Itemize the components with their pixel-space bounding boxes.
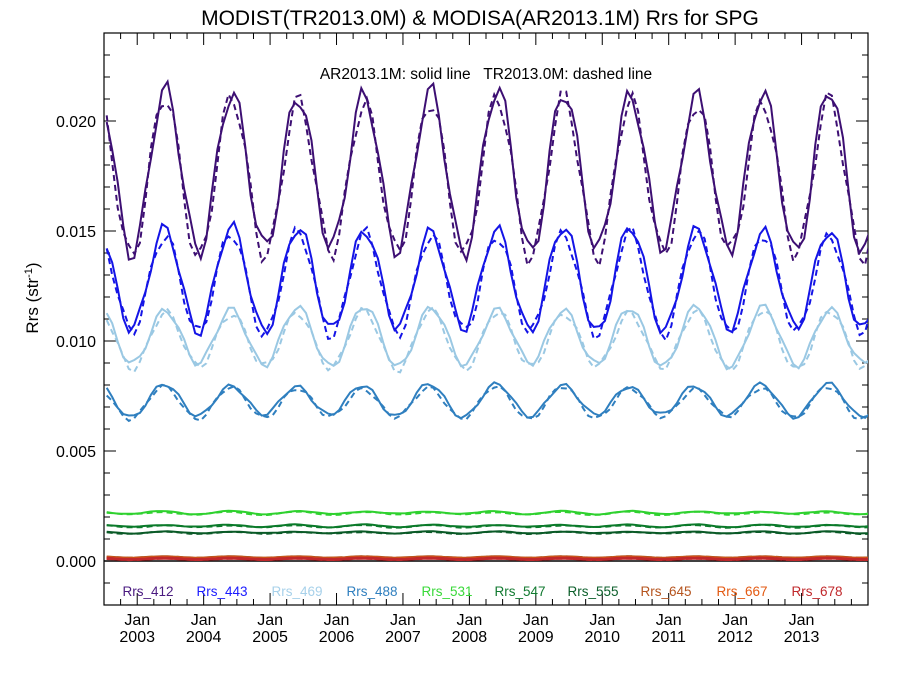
x-tick-label-month: Jan	[257, 612, 283, 629]
series-line-Rrs_488-solid	[105, 381, 868, 420]
y-axis-label: Rrs (str-1)	[23, 262, 42, 333]
series-line-Rrs_555-solid	[106, 530, 868, 535]
series-lines	[105, 78, 868, 562]
y-tick-label: 0.015	[56, 224, 96, 241]
y-tick-label: 0.020	[56, 114, 96, 131]
y-axis-label-close: )	[23, 262, 42, 268]
x-tick-label-month: Jan	[656, 612, 682, 629]
x-tick-label-year: 2009	[518, 629, 554, 646]
y-axis-label-superscript: -1	[23, 268, 35, 278]
legend-entry-Rrs_531: Rrs_531	[421, 584, 472, 599]
y-tick-label: 0.005	[56, 444, 96, 461]
series-line-Rrs_547-solid	[106, 523, 868, 529]
y-axis-label-main: Rrs (str	[23, 278, 42, 334]
x-tick-label-year: 2012	[717, 629, 753, 646]
x-tick-label-month: Jan	[523, 612, 549, 629]
x-tick-label-month: Jan	[390, 612, 416, 629]
x-tick-label-year: 2010	[584, 629, 620, 646]
svg-text:Rrs (str-1): Rrs (str-1)	[23, 262, 42, 333]
series-line-Rrs_531-solid	[106, 509, 868, 516]
x-tick-label-month: Jan	[191, 612, 217, 629]
legend-entry-Rrs_555: Rrs_555	[567, 584, 618, 599]
legend-entry-Rrs_678: Rrs_678	[791, 584, 842, 599]
x-tick-label-year: 2003	[119, 629, 155, 646]
x-tick-label-year: 2004	[186, 629, 222, 646]
x-tick-label-month: Jan	[456, 612, 482, 629]
series-line-Rrs_469-solid	[105, 303, 868, 371]
x-tick-label-year: 2011	[651, 629, 686, 646]
x-tick-label-year: 2007	[385, 629, 421, 646]
series-line-Rrs_412-dashed	[105, 89, 868, 269]
series-line-Rrs_443-solid	[105, 219, 868, 338]
series-line-Rrs_469-dashed	[105, 305, 868, 374]
plot-area: 0.0000.0050.0100.0150.020Jan2003Jan2004J…	[56, 32, 869, 646]
x-tick-label-month: Jan	[124, 612, 150, 629]
x-tick-label-year: 2008	[452, 629, 488, 646]
x-tick-label-year: 2013	[784, 629, 820, 646]
x-tick-label-month: Jan	[722, 612, 748, 629]
series-line-Rrs_531-dashed	[106, 510, 868, 517]
legend-entry-Rrs_547: Rrs_547	[494, 584, 545, 599]
x-tick-label-year: 2006	[319, 629, 355, 646]
x-tick-label-month: Jan	[789, 612, 815, 629]
legend-entry-Rrs_667: Rrs_667	[716, 584, 767, 599]
line-style-annotation: AR2013.1M: solid line TR2013.0M: dashed …	[320, 66, 652, 83]
legend-entry-Rrs_443: Rrs_443	[196, 584, 247, 599]
y-tick-label: 0.000	[56, 554, 96, 571]
x-tick-label-year: 2005	[252, 629, 288, 646]
series-line-Rrs_678-solid	[106, 556, 868, 562]
legend-entry-Rrs_412: Rrs_412	[122, 584, 173, 599]
legend-entry-Rrs_488: Rrs_488	[346, 584, 397, 599]
legend-entry-Rrs_645: Rrs_645	[640, 584, 691, 599]
legend-entry-Rrs_469: Rrs_469	[271, 584, 322, 599]
y-tick-label: 0.010	[56, 334, 96, 351]
series-line-Rrs_488-dashed	[105, 384, 868, 423]
series-line-Rrs_443-dashed	[105, 225, 868, 343]
chart-title: MODIST(TR2013.0M) & MODISA(AR2013.1M) Rr…	[201, 7, 759, 30]
x-tick-label-month: Jan	[589, 612, 615, 629]
x-tick-label-month: Jan	[324, 612, 350, 629]
